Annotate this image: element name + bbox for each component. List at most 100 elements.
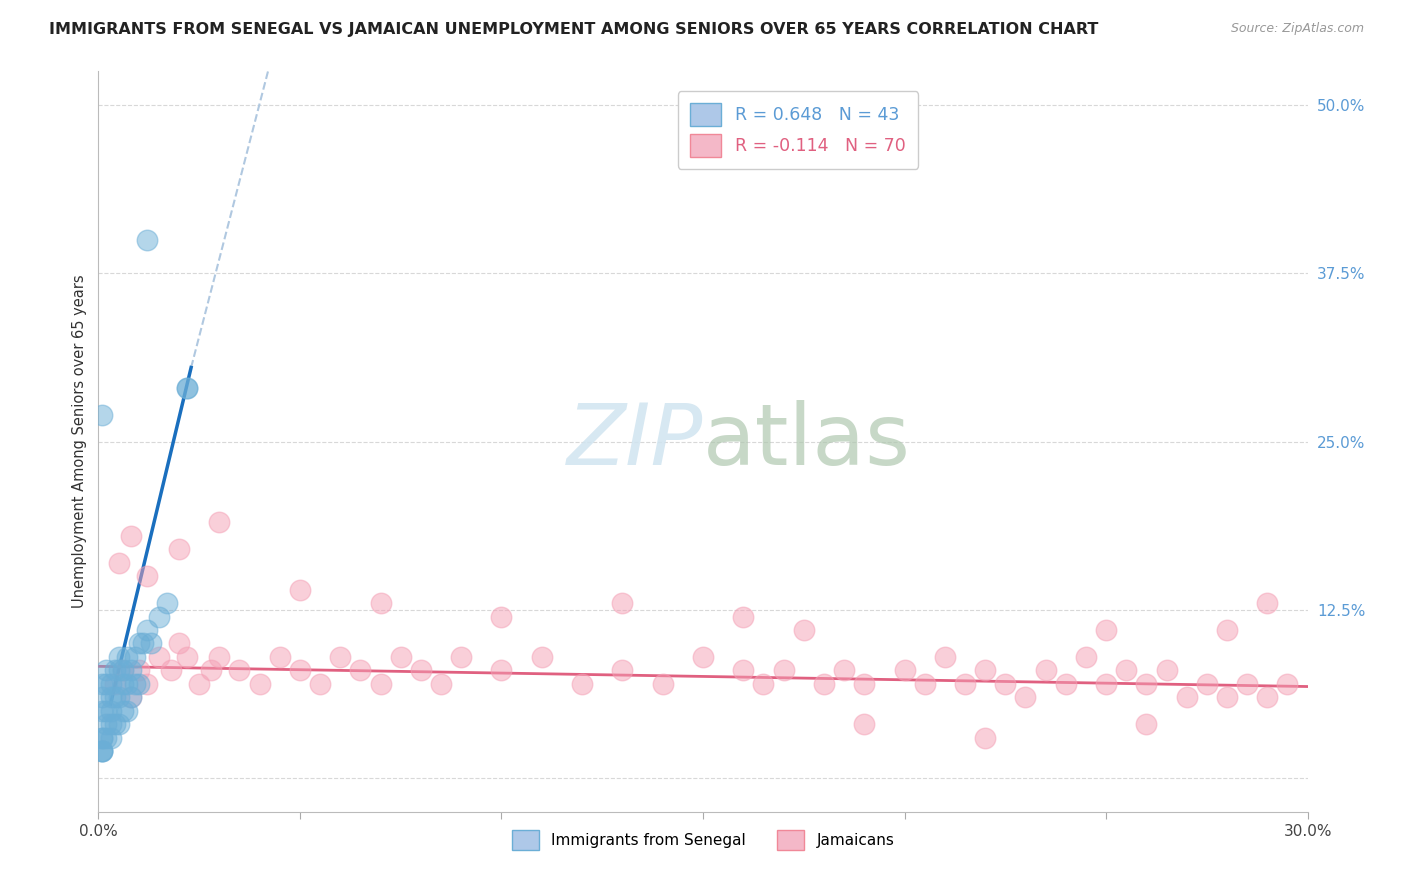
Point (103, 677, 125, 691)
Point (156, 596, 179, 610)
Point (612, 596, 634, 610)
Point (329, 649, 352, 664)
Point (107, 717, 129, 731)
Point (1054, 677, 1077, 691)
Point (1256, 690, 1278, 705)
Point (430, 677, 453, 691)
Point (91, 704, 114, 718)
Point (1095, 677, 1118, 691)
Point (994, 677, 1017, 691)
Point (111, 664, 134, 678)
Point (100, 717, 122, 731)
Point (91, 744, 114, 758)
Point (103, 664, 125, 678)
Point (96, 717, 118, 731)
Point (733, 664, 755, 678)
Point (135, 569, 157, 583)
Point (120, 664, 142, 678)
Point (120, 690, 142, 705)
Point (176, 381, 198, 395)
Point (228, 664, 250, 678)
Point (107, 690, 129, 705)
Point (91, 690, 114, 705)
Point (167, 542, 190, 557)
Point (96, 677, 118, 691)
Point (91, 744, 114, 758)
Point (934, 649, 956, 664)
Point (208, 516, 231, 530)
Point (107, 649, 129, 664)
Point (793, 623, 815, 637)
Point (349, 664, 371, 678)
Point (100, 704, 122, 718)
Point (853, 717, 876, 731)
Point (1074, 649, 1097, 664)
Point (148, 649, 170, 664)
Point (188, 677, 211, 691)
Point (1195, 677, 1218, 691)
Point (128, 636, 150, 650)
Point (91, 731, 114, 745)
Point (309, 677, 332, 691)
Point (148, 609, 170, 624)
Point (692, 649, 714, 664)
Point (1014, 690, 1036, 705)
Point (135, 677, 157, 691)
Text: atlas: atlas (703, 400, 911, 483)
Point (91, 744, 114, 758)
Point (530, 649, 553, 664)
Point (389, 649, 412, 664)
Point (1216, 690, 1239, 705)
Point (853, 677, 876, 691)
Point (651, 677, 673, 691)
Point (103, 690, 125, 705)
Point (160, 664, 183, 678)
Point (176, 381, 198, 395)
Point (370, 677, 392, 691)
Point (974, 664, 997, 678)
Point (409, 664, 432, 678)
Point (167, 636, 190, 650)
Point (91, 408, 114, 422)
Point (450, 649, 472, 664)
Point (772, 664, 794, 678)
Point (176, 649, 198, 664)
Point (135, 623, 157, 637)
Point (96, 664, 118, 678)
Point (115, 649, 138, 664)
Point (100, 690, 122, 705)
Point (571, 677, 593, 691)
Point (124, 649, 146, 664)
Point (111, 664, 134, 678)
Point (1095, 623, 1118, 637)
Text: ZIP: ZIP (567, 400, 703, 483)
Point (139, 636, 162, 650)
Point (612, 664, 634, 678)
Point (1277, 677, 1299, 691)
Point (115, 677, 138, 691)
Point (200, 664, 222, 678)
Point (100, 677, 122, 691)
Point (491, 609, 513, 624)
Point (103, 717, 125, 731)
Point (124, 677, 146, 691)
Point (111, 677, 134, 691)
Point (269, 649, 291, 664)
Point (1135, 717, 1157, 731)
Point (914, 677, 936, 691)
Point (370, 596, 392, 610)
Point (1156, 664, 1178, 678)
Point (135, 233, 157, 247)
Point (832, 664, 855, 678)
Point (132, 636, 155, 650)
Point (107, 664, 129, 678)
Point (91, 677, 114, 691)
Point (120, 690, 142, 705)
Point (120, 529, 142, 543)
Point (128, 664, 150, 678)
Point (208, 649, 231, 664)
Point (953, 677, 976, 691)
Text: Source: ZipAtlas.com: Source: ZipAtlas.com (1230, 22, 1364, 36)
Point (733, 609, 755, 624)
Legend: Immigrants from Senegal, Jamaicans: Immigrants from Senegal, Jamaicans (506, 824, 900, 856)
